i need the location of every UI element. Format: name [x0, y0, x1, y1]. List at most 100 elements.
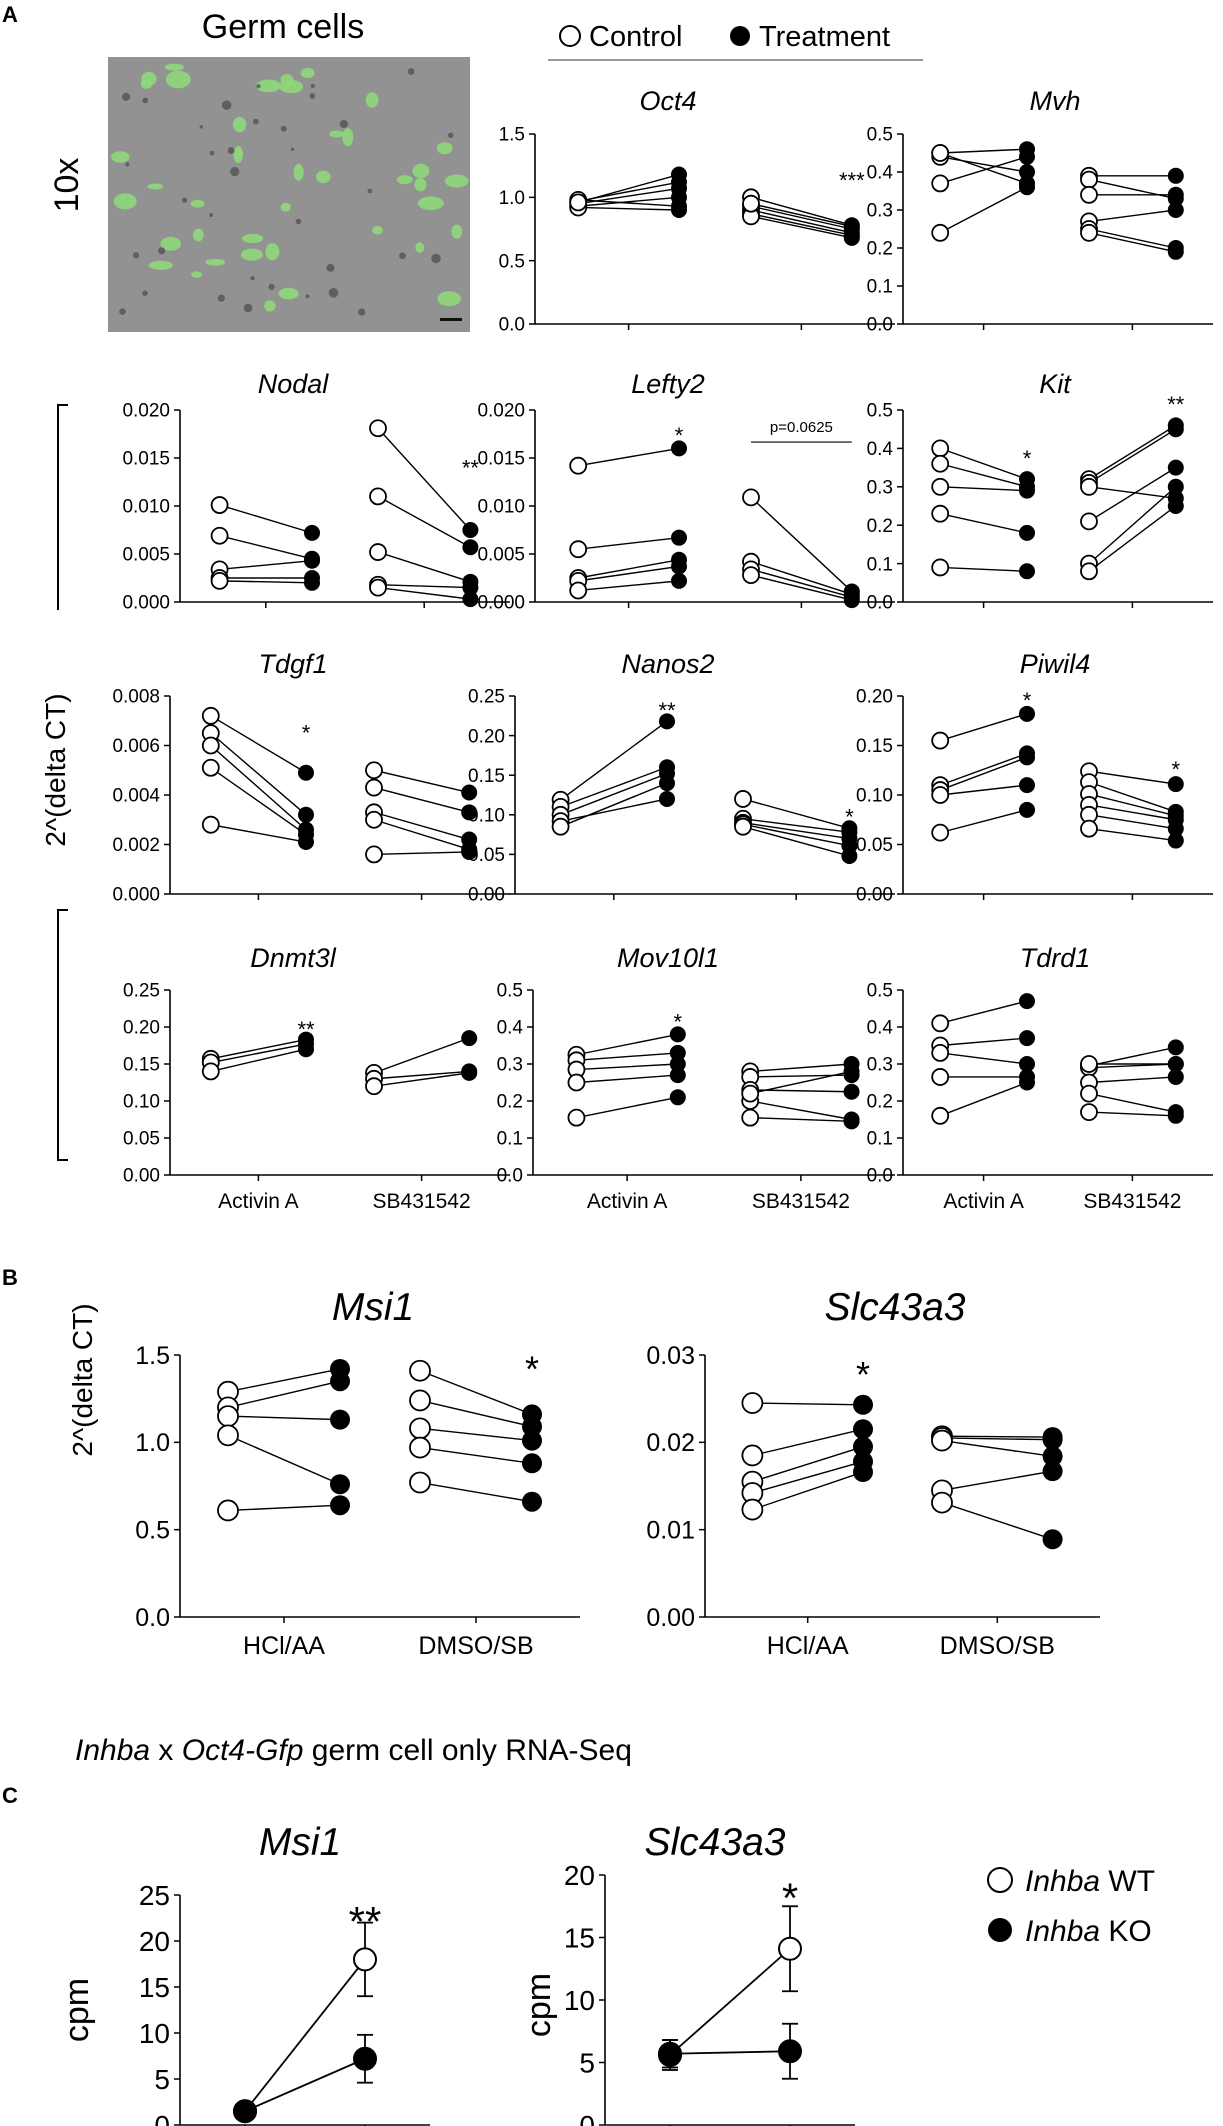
y-tick-label-b_msi1: 0.5 — [135, 1516, 170, 1544]
control-point-b_msi1 — [409, 1471, 431, 1494]
chart-lefty2: Lefty2 0.000 0.005 0.010 0.015 0.020 * p=0.0625 — [477, 369, 895, 614]
control-point-mov10l1 — [741, 1084, 760, 1103]
legend-wt-gene: Inhba — [1025, 1865, 1100, 1898]
ko-point-c_slc43a3 — [658, 2041, 682, 2066]
pair-line-tdgf1 — [210, 732, 307, 816]
control-point-mvh — [931, 223, 950, 242]
treatment-point-lefty2 — [671, 529, 687, 546]
pair-line-tdrd1 — [1088, 1092, 1176, 1113]
treatment-point-tdgf1 — [298, 764, 314, 781]
germ-cell-micrograph — [108, 57, 470, 332]
chart-b_msi1: Msi1 0.0 0.5 1.0 1.5 HCl/AA DMSO/SB * — [135, 1286, 580, 1660]
treatment-point-nodal — [462, 591, 479, 608]
treatment-point-tdgf1 — [461, 804, 478, 821]
pair-line-kit — [940, 566, 1028, 572]
pair-line-tdgf1 — [210, 744, 307, 831]
pair-line-b_msi1 — [227, 1434, 341, 1485]
pair-line-b_slc43a3 — [941, 1437, 1053, 1441]
pair-line-tdgf1 — [373, 769, 470, 794]
ko-point-c_slc43a3 — [778, 2039, 802, 2064]
pair-line-b_slc43a3 — [752, 1460, 864, 1494]
treatment-point-b_msi1 — [330, 1371, 350, 1392]
chart-title-c_msi1: Msi1 — [259, 1821, 341, 1864]
treatment-point-lefty2 — [671, 558, 687, 575]
treatment-point-mov10l1 — [669, 1026, 686, 1043]
treatment-point-dnmt3l — [461, 1064, 478, 1081]
y-tick-label-c_msi1: 0 — [154, 2110, 170, 2126]
control-point-b_msi1 — [217, 1424, 239, 1447]
control-point-b_slc43a3 — [931, 1491, 953, 1514]
y-tick-label-c_slc43a3: 5 — [579, 2047, 595, 2078]
chart-title-tdrd1: Tdrd1 — [1020, 943, 1091, 973]
y-tick-label-lefty2: 0.005 — [477, 545, 525, 566]
pair-line-piwil4 — [1088, 814, 1176, 830]
y-tick-label-mov10l1: 0.1 — [497, 1129, 523, 1150]
section-c-title-gene1: Inhba — [75, 1734, 150, 1767]
pair-line-dnmt3l — [373, 1072, 470, 1087]
pair-line-oct4 — [578, 196, 680, 207]
treatment-point-lefty2 — [671, 440, 687, 457]
pair-line-mvh — [940, 148, 1028, 154]
treatment-point-tdrd1 — [1167, 1068, 1184, 1085]
significance-label-piwil4: * — [1023, 688, 1032, 713]
control-point-nodal — [210, 571, 229, 590]
pair-line-nodal — [219, 504, 313, 534]
significance-label-nodal: ** — [462, 456, 480, 481]
treatment-point-oct4 — [671, 166, 687, 183]
y-tick-label-piwil4: 0.00 — [856, 885, 893, 906]
pair-line-nanos2 — [560, 772, 668, 816]
chart-title-oct4: Oct4 — [639, 86, 696, 116]
y-label-bracket — [57, 404, 68, 1161]
treatment-point-b_slc43a3 — [1042, 1529, 1063, 1550]
pair-line-tdrd1 — [940, 1037, 1028, 1047]
pair-line-tdrd1 — [939, 1081, 1028, 1117]
y-tick-label-mvh: 0.5 — [867, 125, 893, 146]
control-point-b_slc43a3 — [741, 1498, 764, 1521]
pair-line-b_slc43a3 — [941, 1501, 1053, 1540]
pair-line-dnmt3l — [373, 1037, 470, 1074]
pair-line-piwil4 — [1088, 781, 1177, 813]
control-point-nanos2 — [734, 790, 752, 808]
chart-title-tdgf1: Tdgf1 — [258, 649, 327, 679]
pair-line-tdgf1 — [210, 824, 307, 843]
treatment-point-tdgf1 — [461, 843, 478, 860]
y-tick-label-mvh: 0.4 — [867, 163, 894, 184]
chart-title-c_slc43a3: Slc43a3 — [645, 1821, 786, 1864]
y-tick-label-c_msi1: 15 — [139, 1972, 170, 2003]
control-point-kit — [1080, 512, 1098, 531]
pair-line-oct4 — [578, 206, 680, 211]
ko-point-c_msi1 — [353, 2046, 377, 2071]
pair-line-kit — [1088, 486, 1176, 500]
treatment-point-tdrd1 — [1019, 1030, 1035, 1047]
y-tick-label-dnmt3l: 0.20 — [123, 1018, 160, 1039]
control-point-kit — [931, 504, 950, 523]
treatment-point-dnmt3l — [298, 1041, 314, 1058]
legend-ko-gene: Inhba — [1025, 1915, 1100, 1948]
treatment-point-b_slc43a3 — [1042, 1461, 1063, 1482]
chart-dnmt3l: Dnmt3l 0.00 0.05 0.10 0.15 0.20 0.25 Activin A S… — [123, 943, 510, 1213]
section-c-title-rest: germ cell only RNA-Seq — [303, 1734, 631, 1767]
pair-line-nanos2 — [560, 782, 668, 828]
y-tick-label-b_slc43a3: 0.00 — [646, 1604, 695, 1632]
pair-line-mvh — [1088, 228, 1176, 249]
pair-line-nanos2 — [560, 766, 668, 808]
pair-line-nodal — [219, 560, 313, 571]
y-tick-label-oct4: 0.5 — [499, 251, 525, 272]
pair-line-mvh — [1088, 178, 1176, 200]
legend-ko-label: Inhba KO — [1025, 1915, 1152, 1948]
y-tick-label-mvh: 0.1 — [867, 277, 893, 298]
treatment-point-mov10l1 — [669, 1089, 686, 1106]
legend-wt-label: Inhba WT — [1025, 1865, 1155, 1898]
y-tick-label-nanos2: 0.05 — [468, 845, 505, 866]
panel-label-b: B — [2, 1265, 18, 1290]
pair-line-nanos2 — [742, 826, 850, 857]
ko-point-c_msi1 — [233, 2099, 257, 2124]
y-tick-label-mvh: 0.0 — [867, 315, 893, 336]
pair-line-kit — [940, 512, 1028, 534]
treatment-point-tdrd1 — [1019, 993, 1035, 1010]
treatment-point-piwil4 — [1019, 749, 1035, 766]
significance-label-kit: * — [1023, 446, 1032, 471]
